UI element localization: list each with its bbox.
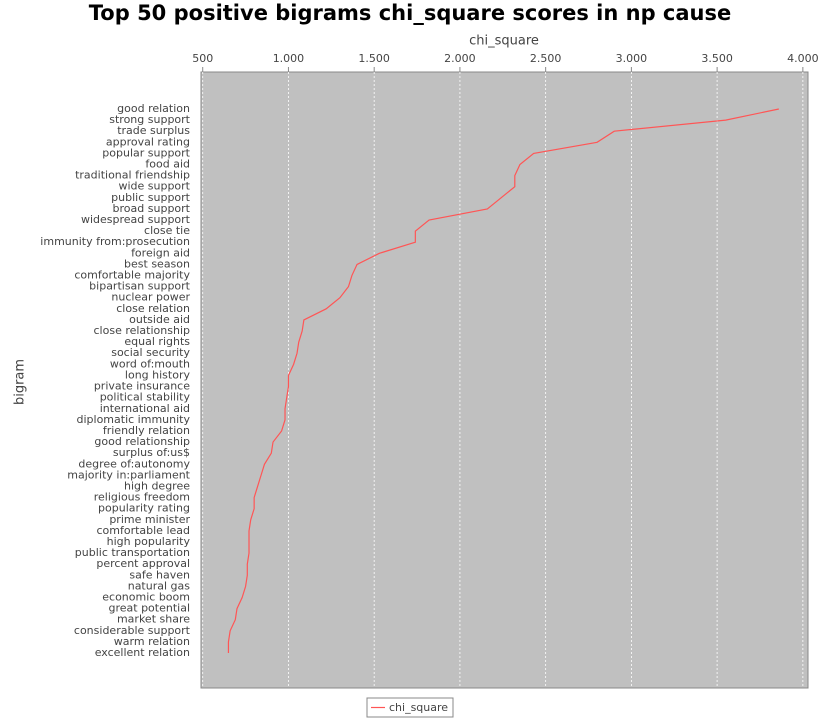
y-tick-label: social security <box>111 346 190 359</box>
y-tick-label: comfortable lead <box>96 524 190 537</box>
x-tick-label: 3.000 <box>616 52 648 65</box>
y-tick-label: strong support <box>109 113 190 126</box>
y-tick-label: economic boom <box>102 590 190 603</box>
x-tick-label: 1.500 <box>358 52 390 65</box>
x-tick-label: 500 <box>192 52 213 65</box>
y-tick-label: good relationship <box>94 435 190 448</box>
y-tick-label: close tie <box>144 224 190 237</box>
y-tick-label: close relationship <box>94 324 191 337</box>
y-tick-label: high degree <box>124 479 190 492</box>
y-tick-label: traditional friendship <box>75 169 190 182</box>
y-tick-label: market share <box>117 613 190 626</box>
y-tick-label: public support <box>111 191 191 204</box>
y-tick-label: long history <box>125 368 191 381</box>
y-tick-label: international aid <box>100 402 190 415</box>
y-tick-label: trade surplus <box>117 124 190 137</box>
y-tick-label: great potential <box>108 602 190 615</box>
y-tick-label: percent approval <box>96 557 190 570</box>
y-tick-label: religious freedom <box>94 491 190 504</box>
y-tick-label: equal rights <box>124 335 190 348</box>
y-tick-label: word of:mouth <box>110 357 190 370</box>
y-tick-label: close relation <box>116 302 190 315</box>
x-axis-label: chi_square <box>469 34 539 49</box>
plot-area <box>200 71 809 689</box>
y-tick-label: popular support <box>102 146 190 159</box>
y-tick-label: foreign aid <box>131 246 190 259</box>
legend <box>366 697 454 718</box>
y-axis-label: bigram <box>13 359 28 405</box>
y-tick-label: high popularity <box>107 535 191 548</box>
y-tick-label: widespread support <box>81 213 191 226</box>
y-tick-label: warm relation <box>114 635 190 648</box>
y-tick-label: wide support <box>118 180 190 193</box>
y-tick-label: friendly relation <box>103 424 190 437</box>
y-tick-label: outside aid <box>129 313 190 326</box>
y-tick-label: good relation <box>117 102 190 115</box>
x-tick-label: 4.000 <box>787 52 819 65</box>
legend-label: chi_square <box>389 701 448 714</box>
y-tick-label: prime minister <box>109 513 190 526</box>
y-tick-label: diplomatic immunity <box>77 413 191 426</box>
y-tick-label: private insurance <box>94 380 190 393</box>
x-tick-label: 1.000 <box>273 52 305 65</box>
y-tick-label: considerable support <box>74 624 191 637</box>
y-tick-label: broad support <box>113 202 191 215</box>
y-tick-label: political stability <box>100 391 191 404</box>
y-tick-label: popularity rating <box>98 502 190 515</box>
y-tick-label: public transportation <box>75 546 190 559</box>
y-tick-label: approval rating <box>106 135 190 148</box>
x-tick-label: 2.000 <box>444 52 476 65</box>
x-tick-label: 3.500 <box>701 52 733 65</box>
chart-title: Top 50 positive bigrams chi_square score… <box>89 1 731 25</box>
y-tick-label: immunity from:prosecution <box>40 235 190 248</box>
series-line <box>227 108 779 653</box>
y-tick-label: comfortable majority <box>74 269 190 282</box>
y-tick-label: best season <box>124 257 190 270</box>
y-tick-label: degree of:autonomy <box>78 457 190 470</box>
y-tick-label: surplus of:us$ <box>113 446 190 459</box>
y-tick-label: nuclear power <box>111 291 190 304</box>
y-tick-label: food aid <box>145 158 190 171</box>
y-tick-label: safe haven <box>129 568 190 581</box>
y-tick-label: natural gas <box>128 579 191 592</box>
y-tick-label: majority in:parliament <box>67 468 190 481</box>
y-tick-label: excellent relation <box>95 646 190 659</box>
x-tick-label: 2.500 <box>530 52 562 65</box>
y-tick-label: bipartisan support <box>89 280 191 293</box>
